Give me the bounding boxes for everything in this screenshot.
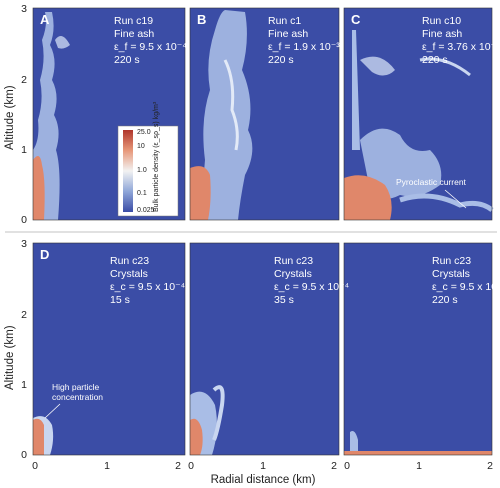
panel-c-letter: C [351, 12, 361, 27]
colorbar-tick-0: 25.0 [137, 129, 151, 136]
svg-text:Pyroclastic current: Pyroclastic current [396, 177, 467, 187]
y-tick-bot-3: 3 [21, 238, 27, 250]
plume-d [33, 416, 54, 455]
colorbar-gradient [123, 130, 133, 212]
svg-text:15 s: 15 s [110, 294, 130, 306]
x-tick-e-2: 2 [331, 460, 337, 472]
panel-c-text: Run c10 Fine ash ε_f = 3.76 x 10⁻³ 220 s [422, 15, 500, 66]
svg-text:Crystals: Crystals [110, 268, 148, 280]
svg-text:Run c10: Run c10 [422, 15, 461, 27]
colorbar-label: Bulk particle density (ε_sρ_s) kg/m³ [153, 101, 160, 212]
colorbar: 25.0 10 1.0 0.1 0.025 Bulk particle dens… [117, 101, 179, 217]
plume-c [344, 30, 494, 220]
svg-text:220 s: 220 s [268, 54, 294, 66]
colorbar-tick-4: 0.025 [137, 207, 155, 214]
svg-text:Fine ash: Fine ash [422, 28, 462, 40]
colorbar-tick-3: 0.1 [137, 190, 147, 197]
svg-text:ε_f = 1.9 x 10⁻³: ε_f = 1.9 x 10⁻³ [268, 41, 340, 53]
y-axis-bottom: 3 2 1 0 Altitude (km) [4, 238, 27, 461]
y-axis-label-top: Altitude (km) [4, 85, 16, 150]
svg-text:220 s: 220 s [114, 54, 140, 66]
x-tick-f-0: 0 [344, 460, 350, 472]
x-tick-e-1: 1 [260, 460, 266, 472]
colorbar-tick-2: 1.0 [137, 167, 147, 174]
x-tick-e-0: 0 [188, 460, 194, 472]
annotation-high-conc: High particle concentration [44, 382, 103, 419]
svg-text:ε_f = 3.76 x 10⁻³: ε_f = 3.76 x 10⁻³ [422, 41, 500, 53]
svg-text:Run c23: Run c23 [432, 255, 471, 267]
svg-text:220 s: 220 s [422, 54, 448, 66]
plume-b [190, 10, 253, 220]
svg-text:Run c19: Run c19 [114, 15, 153, 27]
panel-f-field [344, 243, 492, 455]
svg-text:High particle: High particle [52, 382, 100, 392]
panel-d-letter: D [40, 247, 49, 262]
y-tick-bot-0: 0 [21, 449, 27, 461]
svg-text:Crystals: Crystals [274, 268, 312, 280]
svg-text:concentration: concentration [52, 392, 103, 402]
svg-text:Run c23: Run c23 [274, 255, 313, 267]
svg-text:Fine ash: Fine ash [268, 28, 308, 40]
svg-text:ε_f = 9.5 x 10⁻⁴: ε_f = 9.5 x 10⁻⁴ [114, 41, 187, 53]
colorbar-tick-1: 10 [137, 143, 145, 150]
x-tick-d-2: 2 [175, 460, 181, 472]
y-tick-top-3: 3 [21, 3, 27, 15]
panel-d-field [33, 243, 185, 455]
x-tick-d-0: 0 [32, 460, 38, 472]
panel-a-letter: A [40, 12, 50, 27]
y-tick-top-0: 0 [21, 214, 27, 226]
panel-f-text: Run c23 Crystals ε_c = 9.5 x 10⁻⁴ 220 s [432, 255, 500, 306]
svg-text:Fine ash: Fine ash [114, 28, 154, 40]
y-axis-top: 3 2 1 0 Altitude (km) [4, 3, 27, 226]
y-axis-label-bottom: Altitude (km) [4, 325, 16, 390]
panel-e-text: Run c23 Crystals ε_c = 9.5 x 10⁻⁴ 35 s [274, 255, 349, 306]
x-tick-f-2: 2 [487, 460, 493, 472]
panel-a-text: Run c19 Fine ash ε_f = 9.5 x 10⁻⁴ 220 s [114, 15, 187, 66]
panel-d-text: Run c23 Crystals ε_c = 9.5 x 10⁻⁴ 15 s [110, 255, 185, 306]
x-axis: 0 1 2 0 1 2 0 1 2 Radial distance (km) [32, 460, 493, 486]
svg-text:Run c23: Run c23 [110, 255, 149, 267]
x-tick-f-1: 1 [416, 460, 422, 472]
plume-f [344, 431, 492, 455]
y-tick-top-2: 2 [21, 74, 27, 86]
annotation-pyroclastic: Pyroclastic current [396, 177, 467, 209]
x-axis-label: Radial distance (km) [211, 474, 316, 486]
svg-text:ε_c = 9.5 x 10⁻⁴: ε_c = 9.5 x 10⁻⁴ [110, 281, 185, 293]
panel-b-letter: B [197, 12, 206, 27]
plume-a [33, 12, 70, 220]
plume-e [190, 385, 225, 455]
panel-b-text: Run c1 Fine ash ε_f = 1.9 x 10⁻³ 220 s [268, 15, 340, 66]
svg-text:ε_c = 9.5 x 10⁻⁴: ε_c = 9.5 x 10⁻⁴ [432, 281, 500, 293]
svg-text:220 s: 220 s [432, 294, 458, 306]
y-tick-top-1: 1 [21, 144, 27, 156]
x-tick-d-1: 1 [104, 460, 110, 472]
y-tick-bot-1: 1 [21, 379, 27, 391]
svg-text:Run c1: Run c1 [268, 15, 301, 27]
y-tick-bot-2: 2 [21, 309, 27, 321]
svg-text:35 s: 35 s [274, 294, 294, 306]
svg-text:ε_c = 9.5 x 10⁻⁴: ε_c = 9.5 x 10⁻⁴ [274, 281, 349, 293]
svg-text:Crystals: Crystals [432, 268, 470, 280]
